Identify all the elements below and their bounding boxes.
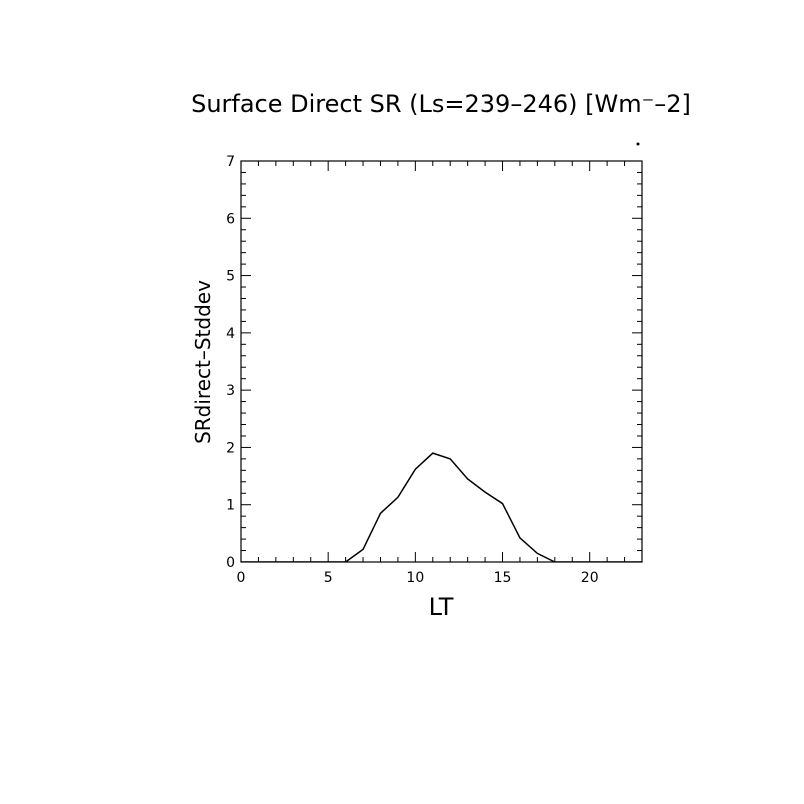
- x-tick-label: 20: [581, 570, 599, 586]
- series-layer: [241, 452, 642, 562]
- chart-title: Surface Direct SR (Ls=239–246) [Wm⁻–2]: [191, 90, 691, 118]
- plot-area: 0 5 10 15 20 0 1 2 3 4 5 6 7: [226, 154, 643, 586]
- y-tick-labels: 0 1 2 3 4 5 6 7: [226, 154, 235, 571]
- x-tick-label: 5: [324, 570, 333, 586]
- x-tick-label: 10: [406, 570, 424, 586]
- y-tick-label: 2: [226, 440, 235, 456]
- plot-frame: [240, 160, 643, 563]
- corner-dot: [636, 142, 640, 146]
- y-tick-label: 5: [226, 269, 235, 285]
- y-tick-label: 0: [226, 555, 235, 571]
- x-tick-label: 0: [237, 570, 246, 586]
- y-tick-label: 7: [226, 154, 235, 170]
- series-line: [241, 452, 642, 562]
- tick-marks: [240, 160, 643, 563]
- y-tick-label: 6: [226, 211, 235, 227]
- x-tick-labels: 0 5 10 15 20: [237, 570, 599, 586]
- y-tick-label: 4: [226, 326, 235, 342]
- y-tick-label: 3: [226, 383, 235, 399]
- y-tick-label: 1: [226, 498, 235, 514]
- x-tick-label: 15: [494, 570, 512, 586]
- y-axis-label: SRdirect–Stddev: [191, 280, 215, 444]
- x-axis-label: LT: [429, 593, 454, 621]
